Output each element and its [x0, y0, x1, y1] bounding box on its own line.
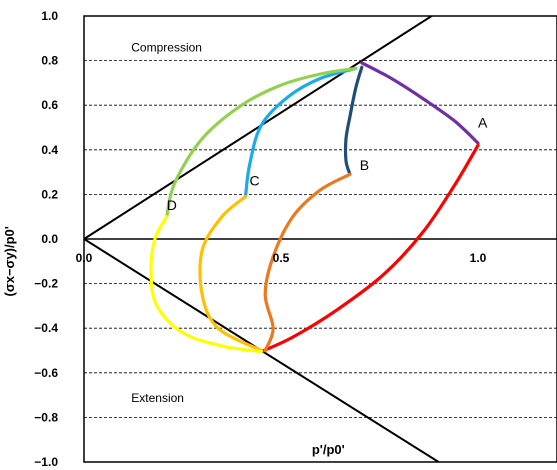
grid-lines	[84, 60, 557, 418]
y-tick-label: −0.6	[34, 366, 58, 380]
x-axis-label: p'/p0'	[312, 442, 345, 457]
y-tick-label: −0.2	[34, 277, 58, 291]
region-annotations: Compression Extension	[131, 41, 202, 405]
y-tick-label: −1.0	[34, 455, 58, 469]
point-label: A	[478, 115, 488, 131]
x-tick-label: 0.5	[273, 251, 290, 265]
y-axis-label: (σx−σy)/p0'	[2, 226, 17, 296]
y-tick-label: 0.8	[41, 54, 58, 68]
point-label: C	[249, 172, 259, 188]
compression-line	[84, 16, 434, 240]
point-label: D	[167, 197, 177, 213]
y-tick-labels: 1.0 0.8 0.6 0.4 0.2 0.0 −0.2 −0.4 −0.6 −0.8 −1.0	[34, 9, 58, 469]
x-tick-label: 1.0	[470, 251, 487, 265]
stress-path-series-6	[165, 66, 358, 219]
stress-path-series-7	[149, 215, 263, 354]
y-tick-label: −0.4	[34, 321, 58, 335]
region-annotation: Compression	[131, 41, 202, 55]
stress-path-series-5	[198, 195, 263, 353]
stress-path-series-1	[259, 143, 480, 354]
y-tick-label: 0.0	[41, 232, 58, 246]
y-tick-label: 0.6	[41, 98, 58, 112]
stress-path-series-0	[360, 61, 480, 145]
point-label: B	[360, 157, 369, 173]
y-tick-label: 0.4	[41, 143, 58, 157]
y-tick-label: 1.0	[41, 9, 58, 23]
plot-frame	[83, 15, 557, 463]
y-tick-label: −0.8	[34, 410, 58, 424]
x-tick-label: 0.0	[76, 251, 93, 265]
stress-path-series-3	[263, 172, 352, 353]
y-tick-label: 0.2	[41, 187, 58, 201]
region-annotation: Extension	[131, 391, 184, 405]
stress-path-series-2	[343, 65, 364, 176]
stress-paths	[149, 61, 480, 354]
x-tick-labels: 0.0 0.5 1.0	[76, 251, 487, 265]
point-labels: A B C D	[167, 115, 488, 214]
stress-path-series-4	[243, 66, 358, 199]
